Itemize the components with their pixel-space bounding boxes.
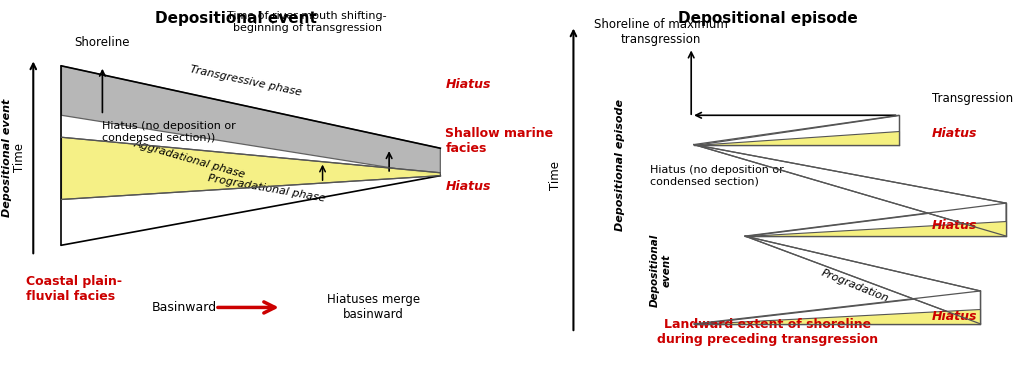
Text: Hiatus: Hiatus bbox=[445, 78, 490, 91]
Text: Hiatus: Hiatus bbox=[932, 219, 977, 232]
Text: Hiatus (no deposition or
condensed section)): Hiatus (no deposition or condensed secti… bbox=[102, 121, 237, 142]
Text: Basinward: Basinward bbox=[152, 301, 217, 314]
Polygon shape bbox=[694, 131, 899, 145]
Text: Transgressive phase: Transgressive phase bbox=[189, 64, 302, 97]
Text: Hiatuses merge
basinward: Hiatuses merge basinward bbox=[328, 294, 420, 321]
Text: Depositional event: Depositional event bbox=[155, 11, 316, 26]
Text: Depositional event: Depositional event bbox=[2, 98, 11, 217]
Text: Time: Time bbox=[549, 161, 562, 190]
Polygon shape bbox=[745, 236, 981, 324]
Polygon shape bbox=[694, 309, 981, 324]
Text: Shallow marine
facies: Shallow marine facies bbox=[445, 127, 554, 155]
Polygon shape bbox=[694, 115, 899, 145]
Text: Shoreline of maximum
transgression: Shoreline of maximum transgression bbox=[594, 18, 727, 46]
Text: Hiatus: Hiatus bbox=[932, 310, 977, 323]
Text: Progradational phase: Progradational phase bbox=[207, 173, 326, 204]
Text: Depositional
event: Depositional event bbox=[649, 234, 672, 307]
Polygon shape bbox=[745, 203, 1006, 236]
Text: Progradation: Progradation bbox=[820, 267, 890, 304]
Text: Aggradational phase: Aggradational phase bbox=[132, 138, 247, 180]
Text: Hiatus: Hiatus bbox=[445, 180, 490, 193]
Polygon shape bbox=[61, 66, 440, 176]
Text: Depositional episode: Depositional episode bbox=[614, 99, 625, 231]
Polygon shape bbox=[61, 137, 440, 199]
Text: Time: Time bbox=[13, 143, 26, 172]
Text: Coastal plain-
fluvial facies: Coastal plain- fluvial facies bbox=[26, 274, 122, 303]
Text: Hiatus: Hiatus bbox=[932, 127, 977, 140]
Polygon shape bbox=[694, 291, 981, 324]
Polygon shape bbox=[745, 221, 1006, 236]
Polygon shape bbox=[694, 145, 1006, 236]
Text: Transgression: Transgression bbox=[932, 92, 1013, 105]
Text: Shoreline: Shoreline bbox=[74, 36, 130, 49]
Text: Depositional episode: Depositional episode bbox=[678, 11, 858, 26]
Text: Time of river mouth shifting-
beginning of transgression: Time of river mouth shifting- beginning … bbox=[227, 11, 387, 33]
Text: Landward extent of shoreline
during preceding transgression: Landward extent of shoreline during prec… bbox=[657, 318, 879, 346]
Text: Hiatus (no deposition or
condensed section): Hiatus (no deposition or condensed secti… bbox=[650, 165, 784, 187]
